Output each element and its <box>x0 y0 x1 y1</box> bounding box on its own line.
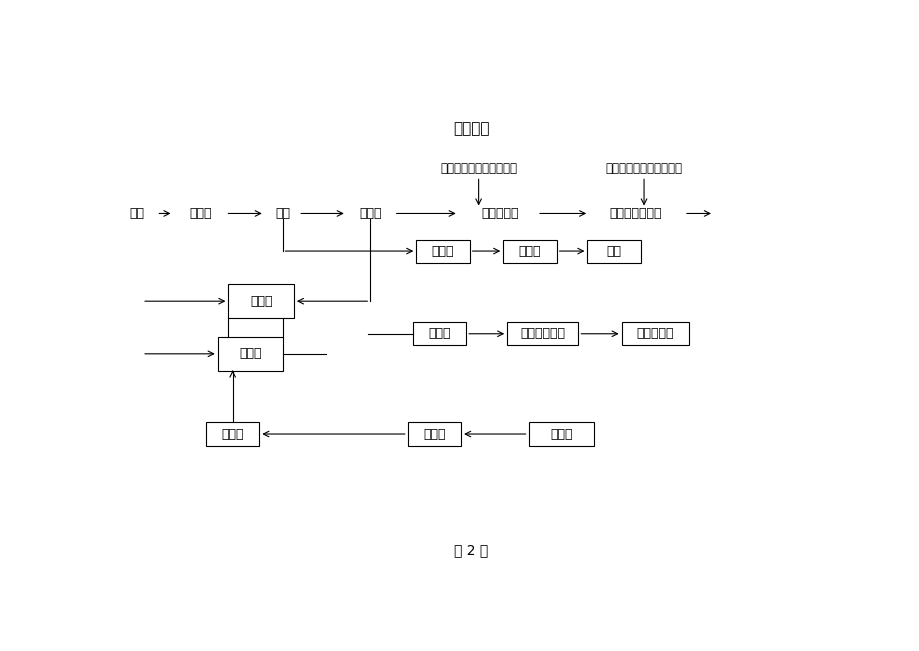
Text: 气浮池: 气浮池 <box>250 295 272 308</box>
Bar <box>407 422 460 445</box>
Text: 污泥池: 污泥池 <box>431 245 454 258</box>
Bar <box>528 422 594 445</box>
Text: 投药设备（碱式氧化铝）: 投药设备（碱式氧化铝） <box>439 162 516 175</box>
Text: 气浮池: 气浮池 <box>239 348 261 360</box>
Text: 格栅: 格栅 <box>275 207 289 220</box>
Text: 第 2 页: 第 2 页 <box>454 544 488 557</box>
Text: 溶气罐: 溶气罐 <box>221 428 244 441</box>
Text: 废水: 废水 <box>129 207 143 220</box>
Text: 气水泵: 气水泵 <box>423 428 445 441</box>
Bar <box>228 284 294 318</box>
Bar <box>586 240 641 262</box>
Bar <box>413 322 466 345</box>
Bar <box>621 322 688 345</box>
Text: 提升泵: 提升泵 <box>358 207 381 220</box>
Text: 集水井: 集水井 <box>189 207 211 220</box>
Text: 投药设备（聚丙烯酰胺）: 投药设备（聚丙烯酰胺） <box>605 162 682 175</box>
Bar <box>415 240 470 262</box>
Text: 管道混合器: 管道混合器 <box>481 207 518 220</box>
Text: 空压机: 空压机 <box>550 428 572 441</box>
Text: 工艺流程: 工艺流程 <box>453 120 489 136</box>
Text: 回用式排放: 回用式排放 <box>636 327 674 340</box>
Bar <box>506 322 578 345</box>
Bar <box>503 240 556 262</box>
Text: 外运: 外运 <box>606 245 621 258</box>
Bar <box>218 337 283 371</box>
Text: 压滤机: 压滤机 <box>518 245 540 258</box>
Text: 清水池: 清水池 <box>427 327 450 340</box>
Text: 纤维束过滤器: 纤维束过滤器 <box>520 327 564 340</box>
Text: 反应池（隔板）: 反应池（隔板） <box>608 207 661 220</box>
Bar <box>206 422 259 445</box>
